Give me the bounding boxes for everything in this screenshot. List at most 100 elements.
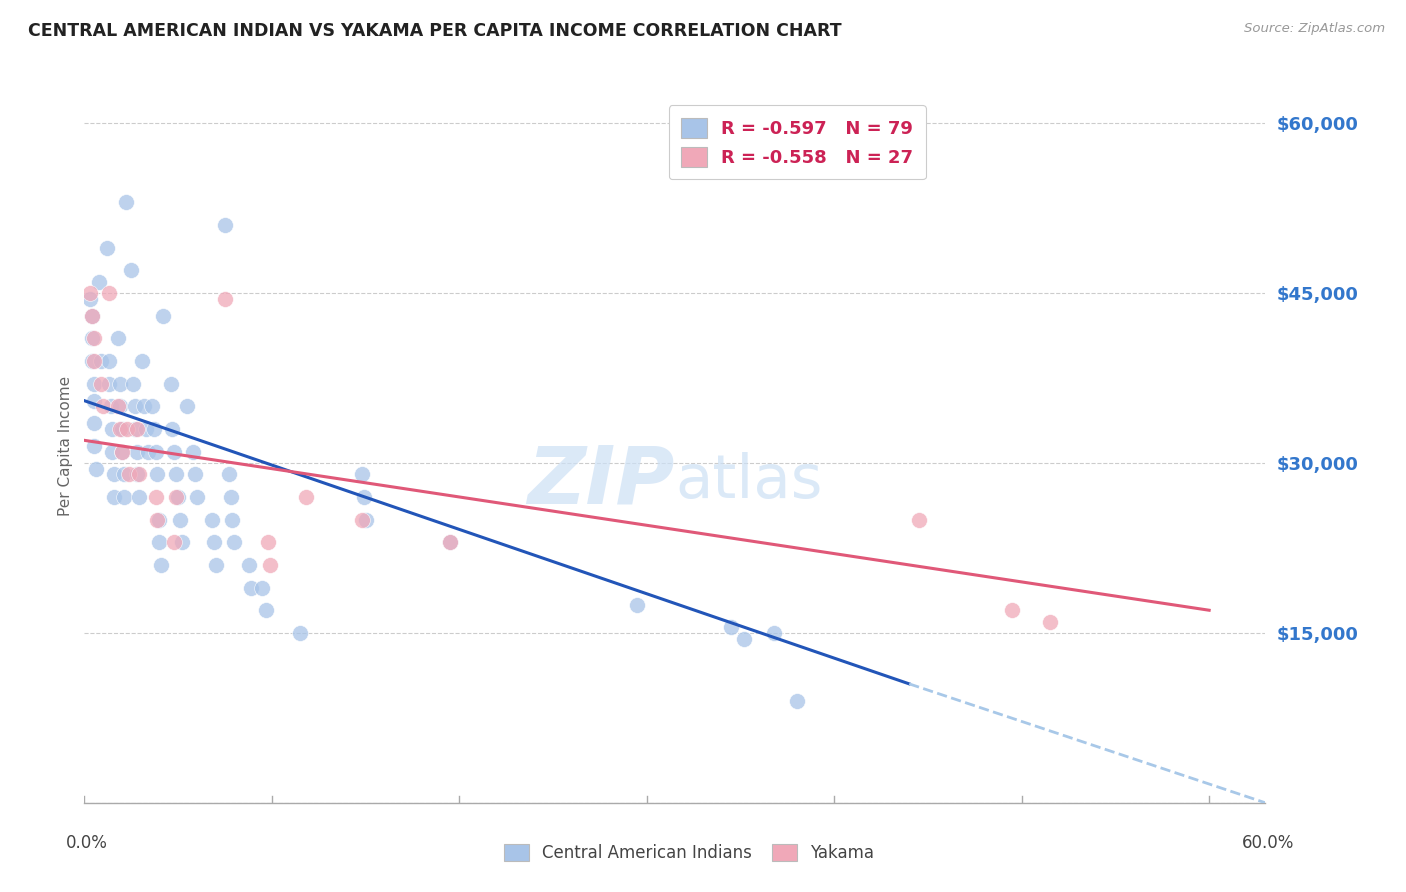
Point <box>118 467 141 482</box>
Text: 0.0%: 0.0% <box>66 834 108 852</box>
Point <box>111 444 134 458</box>
Point <box>146 513 169 527</box>
Point <box>111 422 134 436</box>
Point <box>97 376 120 391</box>
Point <box>786 694 808 708</box>
Point <box>90 376 112 391</box>
Point <box>141 400 163 414</box>
Point <box>224 535 246 549</box>
Text: atlas: atlas <box>675 452 823 511</box>
Point <box>163 444 186 458</box>
Point <box>294 490 316 504</box>
Point <box>125 467 148 482</box>
Point <box>108 422 131 436</box>
Point <box>201 513 224 527</box>
Point <box>112 467 135 482</box>
Point <box>219 490 242 504</box>
Y-axis label: Per Capita Income: Per Capita Income <box>58 376 73 516</box>
Point <box>125 422 148 436</box>
Point <box>170 535 193 549</box>
Point <box>146 467 169 482</box>
Point <box>142 422 165 436</box>
Point <box>218 467 240 482</box>
Point <box>350 467 373 482</box>
Point <box>134 400 156 414</box>
Point <box>720 620 742 634</box>
Point <box>148 535 170 549</box>
Point <box>163 535 186 549</box>
Point <box>122 376 145 391</box>
Point <box>97 286 120 301</box>
Point <box>184 467 207 482</box>
Point <box>176 400 198 414</box>
Point <box>439 535 461 549</box>
Point <box>128 467 150 482</box>
Point <box>238 558 260 572</box>
Point <box>79 286 101 301</box>
Point <box>186 490 208 504</box>
Point <box>221 513 243 527</box>
Point <box>169 513 191 527</box>
Point <box>112 490 135 504</box>
Point <box>145 490 167 504</box>
Point <box>103 490 125 504</box>
Point <box>83 439 105 453</box>
Point <box>124 422 146 436</box>
Point <box>79 292 101 306</box>
Point <box>84 461 107 475</box>
Point <box>159 376 181 391</box>
Point <box>111 444 134 458</box>
Point <box>214 218 236 232</box>
Point <box>90 354 112 368</box>
Legend: Central American Indians, Yakama: Central American Indians, Yakama <box>495 836 883 871</box>
Point <box>117 422 139 436</box>
Point <box>96 241 118 255</box>
Point <box>907 513 929 527</box>
Point <box>1001 603 1024 617</box>
Point <box>167 490 190 504</box>
Point <box>128 490 150 504</box>
Point <box>80 309 103 323</box>
Point <box>148 513 170 527</box>
Point <box>108 400 131 414</box>
Point <box>83 354 105 368</box>
Point <box>101 444 124 458</box>
Point <box>83 331 105 345</box>
Text: ZIP: ZIP <box>527 442 675 521</box>
Point <box>131 354 153 368</box>
Point <box>125 444 148 458</box>
Point <box>763 626 786 640</box>
Point <box>152 309 174 323</box>
Point <box>165 467 187 482</box>
Point <box>257 535 280 549</box>
Point <box>626 598 648 612</box>
Point <box>107 331 129 345</box>
Point <box>733 632 755 646</box>
Point <box>214 292 236 306</box>
Point <box>252 581 274 595</box>
Point <box>354 513 377 527</box>
Point <box>353 490 375 504</box>
Point <box>80 309 103 323</box>
Point <box>83 376 105 391</box>
Point <box>145 444 167 458</box>
Text: Source: ZipAtlas.com: Source: ZipAtlas.com <box>1244 22 1385 36</box>
Point <box>120 263 142 277</box>
Point <box>89 275 111 289</box>
Point <box>439 535 461 549</box>
Point <box>103 467 125 482</box>
Point <box>108 376 131 391</box>
Text: CENTRAL AMERICAN INDIAN VS YAKAMA PER CAPITA INCOME CORRELATION CHART: CENTRAL AMERICAN INDIAN VS YAKAMA PER CA… <box>28 22 842 40</box>
Point <box>240 581 263 595</box>
Point <box>83 417 105 431</box>
Point <box>181 444 204 458</box>
Point <box>135 422 157 436</box>
Point <box>204 558 226 572</box>
Point <box>288 626 311 640</box>
Point <box>1039 615 1062 629</box>
Point <box>254 603 277 617</box>
Point <box>350 513 373 527</box>
Point <box>80 354 103 368</box>
Point <box>80 331 103 345</box>
Point <box>136 444 159 458</box>
